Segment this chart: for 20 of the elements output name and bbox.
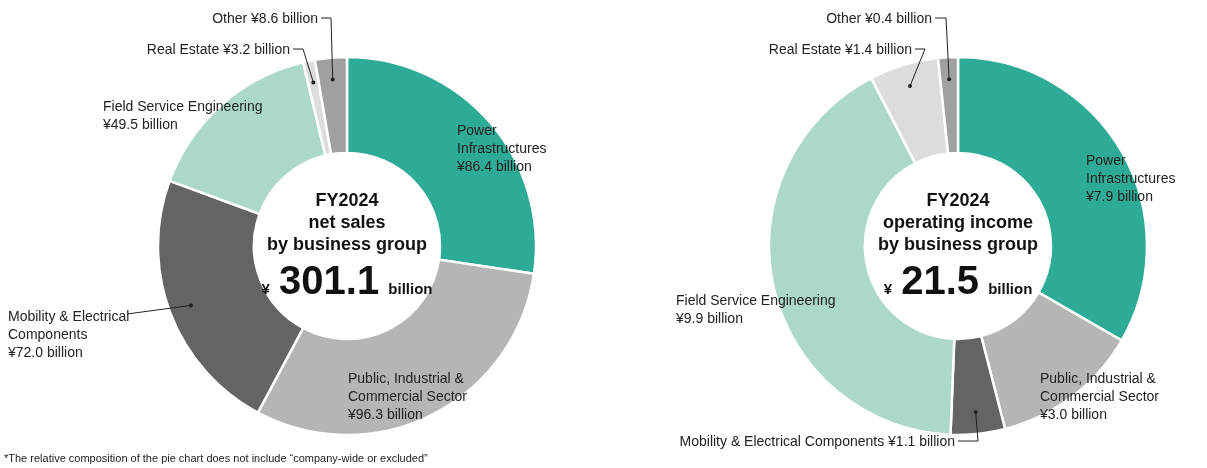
slice-label: Field Service Engineering (676, 292, 836, 308)
data-label: ¥3.0 billion (1039, 406, 1107, 422)
slice-label: Public, Industrial & Commercial Sector (348, 370, 468, 404)
slice-label: Mobility & Electrical Components (8, 308, 130, 342)
text: *The relative composition of the pie chart does not include “company-wide or excluded” (4, 452, 429, 464)
data-label: ¥96.3 billion (347, 406, 423, 422)
text: FY2024 net sales by business group (266, 190, 428, 254)
slice-label: Field Service Engineering (103, 98, 263, 114)
text: ¥ 301.1 billion (261, 258, 433, 302)
slice-label: Other ¥0.4 billion (826, 10, 932, 26)
slice-label: Other ¥8.6 billion (212, 10, 318, 26)
data-label: ¥72.0 billion (7, 344, 83, 360)
slice-label: Real Estate ¥1.4 billion (768, 41, 912, 57)
data-label: ¥9.9 billion (675, 310, 743, 326)
slice-label: Public, Industrial & Commercial Sector (1040, 370, 1160, 404)
text: ¥ 21.5 billion (883, 258, 1033, 302)
slice-label: Real Estate ¥3.2 billion (146, 41, 290, 57)
data-label: ¥49.5 billion (102, 116, 178, 132)
text: FY2024 operating income by business group (877, 190, 1039, 254)
slice-label: Mobility & Electrical Components ¥1.1 billion (679, 433, 955, 449)
